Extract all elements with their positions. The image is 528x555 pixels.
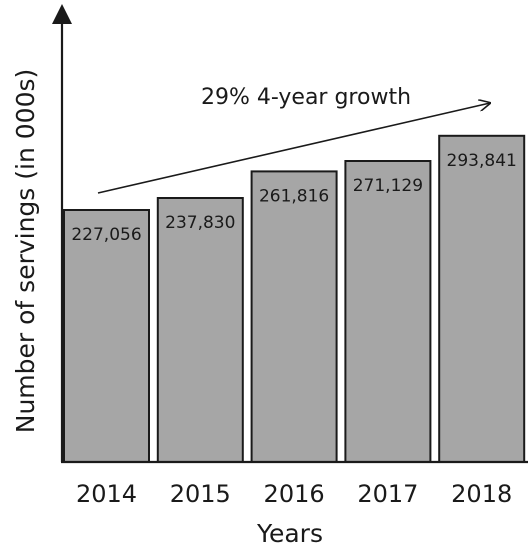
growth-arrow [97,103,490,194]
x-tick-2017: 2017 [357,480,418,508]
bar-2014 [63,209,150,463]
bar-2018 [438,134,526,464]
data-label-2016: 261,816 [259,186,329,206]
bars-group [63,134,526,464]
data-label-2015: 237,830 [165,213,235,233]
y-axis-title: Number of servings (in 000s) [11,69,40,434]
bar-2017 [344,160,432,463]
data-labels-group: 227,056 237,830 261,816 271,129 293,841 [71,151,517,245]
x-tick-2018: 2018 [451,480,512,508]
x-tick-labels: 2014 2015 2016 2017 2018 [76,480,512,508]
data-label-2017: 271,129 [353,176,423,196]
growth-annotation: 29% 4-year growth [201,85,411,110]
data-label-2014: 227,056 [71,225,141,245]
x-tick-2015: 2015 [170,480,231,508]
x-tick-2014: 2014 [76,480,137,508]
x-axis-title: Years [256,519,323,548]
data-label-2018: 293,841 [447,151,517,171]
bar-2015 [156,197,244,463]
bar-2016 [250,170,338,463]
y-axis-arrowhead [52,4,72,24]
x-tick-2016: 2016 [264,480,325,508]
